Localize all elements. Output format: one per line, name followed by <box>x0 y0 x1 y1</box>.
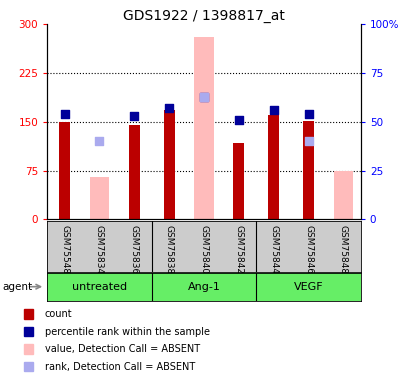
Point <box>305 138 311 144</box>
Bar <box>59 122 70 219</box>
Point <box>305 111 311 117</box>
Bar <box>128 125 139 219</box>
Bar <box>194 38 213 219</box>
Bar <box>267 116 279 219</box>
Text: GSM75848: GSM75848 <box>338 225 347 274</box>
Text: GSM75834: GSM75834 <box>95 225 103 274</box>
Bar <box>333 171 352 219</box>
Title: GDS1922 / 1398817_at: GDS1922 / 1398817_at <box>123 9 284 23</box>
Point <box>131 113 137 119</box>
Text: count: count <box>45 309 72 319</box>
Bar <box>302 121 313 219</box>
Text: rank, Detection Call = ABSENT: rank, Detection Call = ABSENT <box>45 362 194 372</box>
Point <box>235 117 242 123</box>
Text: untreated: untreated <box>72 282 127 292</box>
Text: GSM75842: GSM75842 <box>234 225 243 274</box>
Bar <box>24 362 33 372</box>
Text: percentile rank within the sample: percentile rank within the sample <box>45 327 209 337</box>
Text: GSM75836: GSM75836 <box>130 225 138 274</box>
Point <box>270 107 276 113</box>
Bar <box>163 110 174 219</box>
Text: GSM75846: GSM75846 <box>303 225 312 274</box>
Point <box>200 93 207 99</box>
Point <box>61 111 68 117</box>
Text: VEGF: VEGF <box>293 282 323 292</box>
Text: GSM75548: GSM75548 <box>60 225 69 274</box>
Point <box>96 138 103 144</box>
Text: value, Detection Call = ABSENT: value, Detection Call = ABSENT <box>45 345 199 354</box>
Bar <box>24 309 33 319</box>
Text: agent: agent <box>2 282 32 292</box>
Point <box>166 105 172 111</box>
Bar <box>90 177 109 219</box>
Point <box>200 93 207 99</box>
Bar <box>233 142 244 219</box>
Text: GSM75838: GSM75838 <box>164 225 173 274</box>
Bar <box>24 327 33 336</box>
Bar <box>24 344 33 354</box>
Text: Ang-1: Ang-1 <box>187 282 220 292</box>
Text: GSM75840: GSM75840 <box>199 225 208 274</box>
Text: GSM75844: GSM75844 <box>269 225 277 274</box>
